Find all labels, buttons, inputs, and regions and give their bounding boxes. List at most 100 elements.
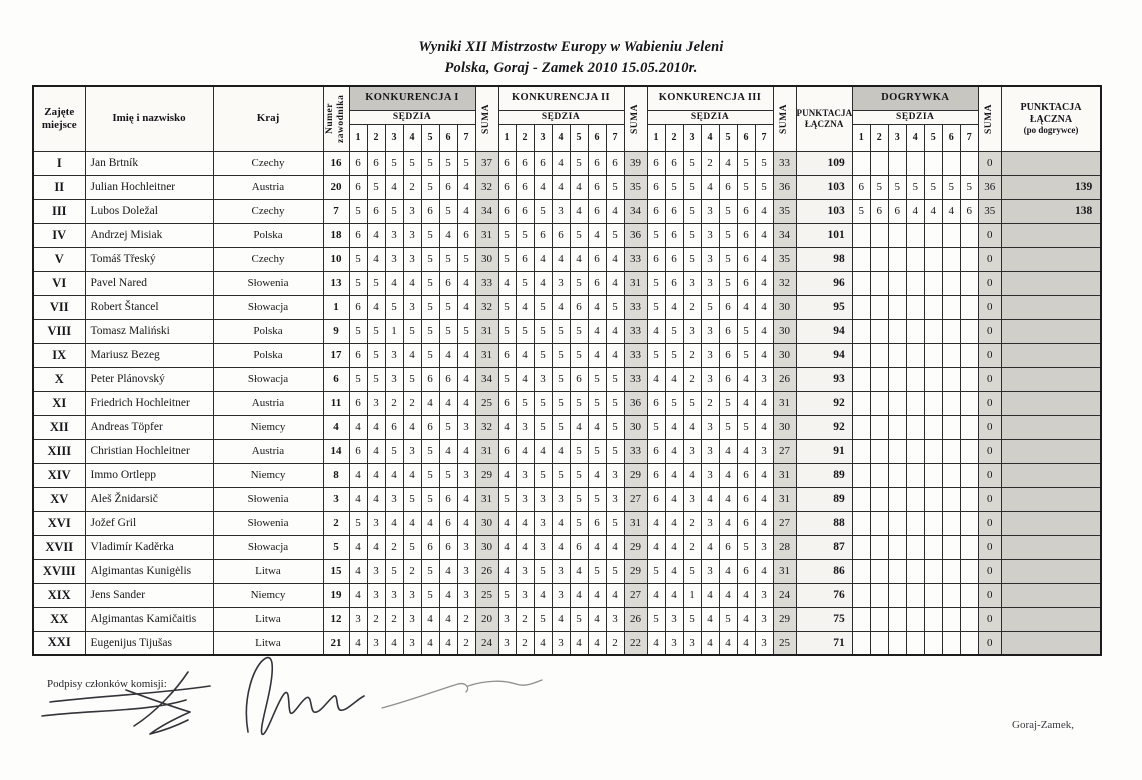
cell-playoff-score	[869, 414, 889, 440]
cell-playoff-score	[887, 366, 907, 392]
cell-score: 3	[754, 534, 774, 560]
cell-score: 4	[384, 630, 404, 656]
cell-score: 4	[551, 534, 571, 560]
cell-playoff-sum: 0	[977, 510, 1002, 536]
cell-playoff-score	[959, 222, 979, 248]
cell-playoff-score: 5	[923, 174, 943, 200]
cell-score: 5	[754, 150, 774, 176]
header-competition-1: KONKURENCJA I	[348, 85, 476, 111]
cell-sum: 27	[623, 582, 648, 608]
cell-playoff-score	[887, 390, 907, 416]
cell-score: 4	[700, 534, 720, 560]
cell-score: 4	[754, 342, 774, 368]
header-judge-4: SĘDZIA	[851, 109, 979, 125]
cell-playoff-score	[941, 318, 961, 344]
cell-score: 4	[754, 462, 774, 488]
cell-score: 4	[456, 486, 476, 512]
cell-score: 5	[438, 198, 458, 224]
cell-score: 5	[569, 510, 589, 536]
cell-score: 4	[348, 486, 368, 512]
cell-playoff-score	[923, 438, 943, 464]
cell-score: 5	[456, 318, 476, 344]
cell-final-total	[1000, 510, 1102, 536]
cell-score: 6	[497, 174, 517, 200]
cell-score: 3	[533, 534, 553, 560]
cell-score: 5	[497, 294, 517, 320]
cell-score: 5	[402, 534, 422, 560]
cell-name: Jožef Gril	[84, 510, 214, 536]
cell-playoff-score	[923, 462, 943, 488]
header-competitor-number: Numer zawodnika	[322, 85, 350, 152]
cell-playoff-score	[959, 630, 979, 656]
cell-score: 3	[402, 294, 422, 320]
cell-score: 6	[569, 366, 589, 392]
cell-playoff-score	[887, 606, 907, 632]
cell-score: 4	[515, 438, 535, 464]
cell-playoff-score: 5	[959, 174, 979, 200]
cell-playoff-score	[851, 630, 871, 656]
cell-playoff-score	[959, 486, 979, 512]
cell-playoff-score	[941, 534, 961, 560]
cell-sum: 35	[772, 198, 797, 224]
cell-score: 4	[366, 486, 386, 512]
cell-country: Litwa	[212, 630, 324, 656]
cell-score: 5	[587, 390, 607, 416]
cell-score: 5	[402, 150, 422, 176]
cell-sum: 31	[623, 270, 648, 296]
cell-score: 4	[718, 462, 738, 488]
cell-score: 5	[569, 486, 589, 512]
cell-score: 4	[754, 198, 774, 224]
cell-score: 5	[438, 414, 458, 440]
cell-score: 6	[664, 150, 684, 176]
cell-playoff-sum: 0	[977, 534, 1002, 560]
cell-score: 5	[736, 150, 756, 176]
cell-score: 5	[682, 390, 702, 416]
cell-final-total	[1000, 630, 1102, 656]
header-judge-number: 7	[959, 123, 979, 152]
cell-country: Niemcy	[212, 462, 324, 488]
cell-score: 4	[587, 606, 607, 632]
cell-sum: 33	[623, 246, 648, 272]
cell-sum: 32	[474, 174, 499, 200]
cell-score: 3	[682, 438, 702, 464]
cell-score: 3	[700, 462, 720, 488]
header-judge-number: 2	[869, 123, 889, 152]
table-row: XIV Immo Ortlepp Niemcy 8 4 4 4 4 5 5 3 29 4 3 5 5 5 4 3 29…	[32, 462, 1102, 488]
cell-score: 5	[569, 270, 589, 296]
cell-score: 4	[533, 582, 553, 608]
cell-playoff-score	[905, 390, 925, 416]
cell-sum: 36	[772, 174, 797, 200]
cell-playoff-sum: 0	[977, 294, 1002, 320]
cell-final-total	[1000, 486, 1102, 512]
table-row: XXI Eugenijus Tijušas Litwa 21 4 3 4 3 4 4 2 24 3 2 4 3…	[32, 630, 1102, 656]
cell-score: 4	[456, 174, 476, 200]
cell-total: 94	[795, 342, 853, 368]
cell-name: Aleš Žnidarsič	[84, 486, 214, 512]
cell-score: 5	[438, 246, 458, 272]
cell-name: Lubos Doležal	[84, 198, 214, 224]
cell-score: 5	[551, 318, 571, 344]
cell-name: Algimantas Kamičaitis	[84, 606, 214, 632]
cell-playoff-score: 6	[851, 174, 871, 200]
cell-number: 6	[322, 366, 350, 392]
cell-score: 3	[754, 630, 774, 656]
cell-name: Andreas Töpfer	[84, 414, 214, 440]
cell-playoff-score	[851, 558, 871, 584]
cell-score: 6	[718, 318, 738, 344]
cell-score: 3	[515, 414, 535, 440]
cell-name: Friedrich Hochleitner	[84, 390, 214, 416]
header-total-score: PUNKTACJA ŁĄCZNA	[795, 85, 853, 152]
cell-score: 4	[646, 630, 666, 656]
cell-score: 3	[754, 582, 774, 608]
cell-score: 3	[700, 342, 720, 368]
cell-score: 6	[420, 366, 440, 392]
cell-final-total	[1000, 390, 1102, 416]
cell-score: 3	[605, 462, 625, 488]
cell-score: 6	[348, 390, 368, 416]
cell-score: 5	[682, 198, 702, 224]
cell-playoff-sum: 0	[977, 150, 1002, 176]
cell-sum: 37	[474, 150, 499, 176]
cell-score: 3	[456, 534, 476, 560]
cell-score: 4	[718, 630, 738, 656]
cell-score: 4	[551, 174, 571, 200]
